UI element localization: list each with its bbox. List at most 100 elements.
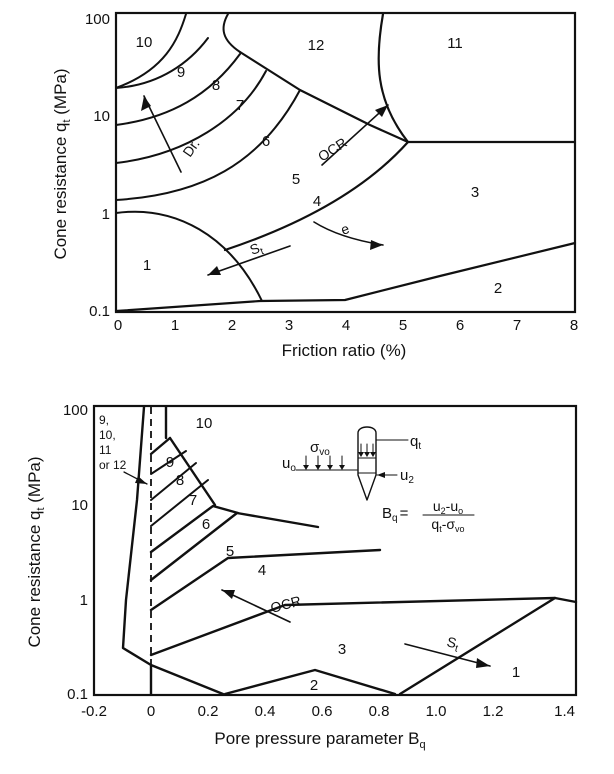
top-x-axis-label: Friction ratio (%) — [282, 341, 407, 360]
bottom-boundary-zone4 — [149, 548, 382, 612]
cone-inset: qt σvo uo u2 Bq = u2-uo qt-σvo — [282, 426, 475, 534]
zone-label-3: 3 — [471, 184, 479, 201]
bottom-x-ticks: -0.2 0 0.2 0.4 0.6 0.8 1.0 1.2 1.4 — [81, 703, 575, 720]
bottom-boundary-zone2 — [223, 668, 397, 696]
zone-label-1: 1 — [143, 257, 151, 274]
bottom-zone-label-2: 2 — [310, 677, 318, 694]
zone-label-5: 5 — [292, 171, 300, 188]
bottom-x-tick-1.0: 1.0 — [426, 703, 447, 720]
top-x-tick-8: 8 — [570, 317, 578, 334]
svo-arrows — [303, 455, 345, 470]
bottom-x-tick-0: 0 — [147, 703, 155, 720]
bottom-st-label: St — [445, 633, 462, 654]
bottom-ocr-label: OCR — [269, 592, 303, 616]
top-boundary-zone11 — [377, 12, 410, 144]
top-boundary-zone7 — [115, 37, 209, 89]
top-boundary-zone3 — [223, 140, 577, 252]
uo-label: uo — [282, 455, 296, 474]
top-x-tick-0: 0 — [114, 317, 122, 334]
top-zone-boundaries — [114, 12, 577, 313]
bottom-x-tick-1.2: 1.2 — [483, 703, 504, 720]
bq-numerator: u2-uo — [433, 498, 463, 516]
zone-label-9: 9 — [177, 64, 185, 81]
top-zone-labels: 1 2 3 4 5 6 7 8 9 10 11 12 — [136, 34, 503, 297]
svo-label: σvo — [310, 439, 330, 458]
top-x-tick-6: 6 — [456, 317, 464, 334]
top-boundary-zone1 — [115, 210, 263, 302]
zone-label-2: 2 — [494, 280, 502, 297]
top-chart: Dr. OCR e St 1 2 3 4 5 6 7 8 9 10 11 12 … — [51, 11, 578, 360]
bottom-y-tick-10: 10 — [71, 497, 88, 514]
bottom-y-tick-1: 1 — [80, 592, 88, 609]
ocr-arrow-line — [321, 104, 389, 166]
top-x-tick-2: 2 — [228, 317, 236, 334]
qt-arrows — [358, 443, 376, 457]
bottom-st-arrow-head — [476, 658, 490, 668]
top-y-tick-1: 1 — [102, 206, 110, 223]
top-boundary-zone12 — [238, 50, 410, 144]
bottom-boundary-zone7-right — [168, 436, 217, 507]
side-note-line-1: 9, — [99, 413, 109, 427]
bottom-zone-labels: 1 2 3 4 5 6 7 8 9 10 — [166, 415, 520, 694]
top-boundary-zone4 — [115, 89, 301, 201]
dr-label: Dr. — [179, 136, 202, 160]
bottom-boundary-zone1 — [398, 596, 578, 696]
side-note-arrow-head — [135, 476, 147, 484]
qt-label: qt — [410, 433, 421, 452]
bottom-boundary-zone6 — [149, 504, 240, 554]
u2-label: u2 — [400, 467, 414, 486]
bottom-boundary-zone5 — [149, 511, 320, 582]
top-y-tick-0.1: 0.1 — [89, 303, 110, 320]
ocr-label: OCR — [315, 134, 350, 164]
bottom-boundary-zone7 — [150, 479, 209, 527]
zone-label-6: 6 — [262, 133, 270, 150]
zone-label-12: 12 — [308, 37, 325, 54]
top-boundary-zone10 — [222, 13, 241, 53]
bottom-boundary-left-edge — [121, 405, 153, 696]
bottom-zone-label-5: 5 — [226, 543, 234, 560]
bottom-x-tick-0.6: 0.6 — [312, 703, 333, 720]
bq-denominator: qt-σvo — [431, 516, 464, 534]
zone-label-11: 11 — [447, 35, 463, 52]
top-x-tick-1: 1 — [171, 317, 179, 334]
dr-arrow-line — [143, 95, 182, 173]
dr-arrow-head — [141, 96, 151, 111]
top-x-tick-3: 3 — [285, 317, 293, 334]
bq-symbol: Bq = — [382, 505, 409, 524]
bottom-zone-label-10: 10 — [196, 415, 213, 432]
top-y-ticks: 0.1 1 10 100 — [85, 11, 110, 320]
st-arrow-line — [207, 245, 291, 276]
bottom-x-tick-0.2: 0.2 — [198, 703, 219, 720]
bottom-plot-frame — [92, 404, 578, 697]
top-boundary-zone6 — [115, 53, 241, 126]
bottom-zone-label-6: 6 — [202, 516, 210, 533]
bottom-x-tick-0.8: 0.8 — [369, 703, 390, 720]
bottom-zone-label-7: 7 — [189, 492, 197, 509]
bottom-y-axis-label: Cone resistance qt (MPa) — [25, 456, 47, 647]
zone-label-10: 10 — [136, 34, 153, 51]
e-arrow-head — [370, 240, 383, 250]
top-y-tick-10: 10 — [93, 108, 110, 125]
bottom-boundary-zone3-top — [149, 596, 557, 657]
zone-label-8: 8 — [212, 77, 220, 94]
top-x-ticks: 0 1 2 3 4 5 6 7 8 — [114, 317, 578, 334]
bottom-zone-label-8: 8 — [176, 472, 184, 489]
top-boundary-zone9 — [115, 13, 187, 89]
bottom-chart: OCR St 1 2 3 4 5 6 7 8 9 10 9, 10, 11 or… — [25, 402, 578, 751]
ocr-arrow-head — [375, 105, 388, 117]
bottom-y-ticks: 0.1 1 10 100 — [63, 402, 88, 703]
bottom-st-arrow-line — [404, 643, 491, 667]
bottom-boundary-zone10 — [149, 436, 172, 456]
bottom-y-tick-100: 100 — [63, 402, 88, 419]
bottom-x-tick-1.4: 1.4 — [554, 703, 575, 720]
zone-label-7: 7 — [236, 97, 244, 114]
bottom-zone-label-1: 1 — [512, 664, 520, 681]
top-boundary-zone5 — [115, 70, 267, 164]
bottom-zone-label-9: 9 — [166, 454, 174, 471]
bottom-ocr-arrow-head — [222, 590, 235, 599]
bottom-zone-boundaries — [121, 405, 578, 696]
top-y-tick-100: 100 — [85, 11, 110, 28]
top-x-tick-7: 7 — [513, 317, 521, 334]
top-boundary-zone2 — [114, 241, 577, 313]
